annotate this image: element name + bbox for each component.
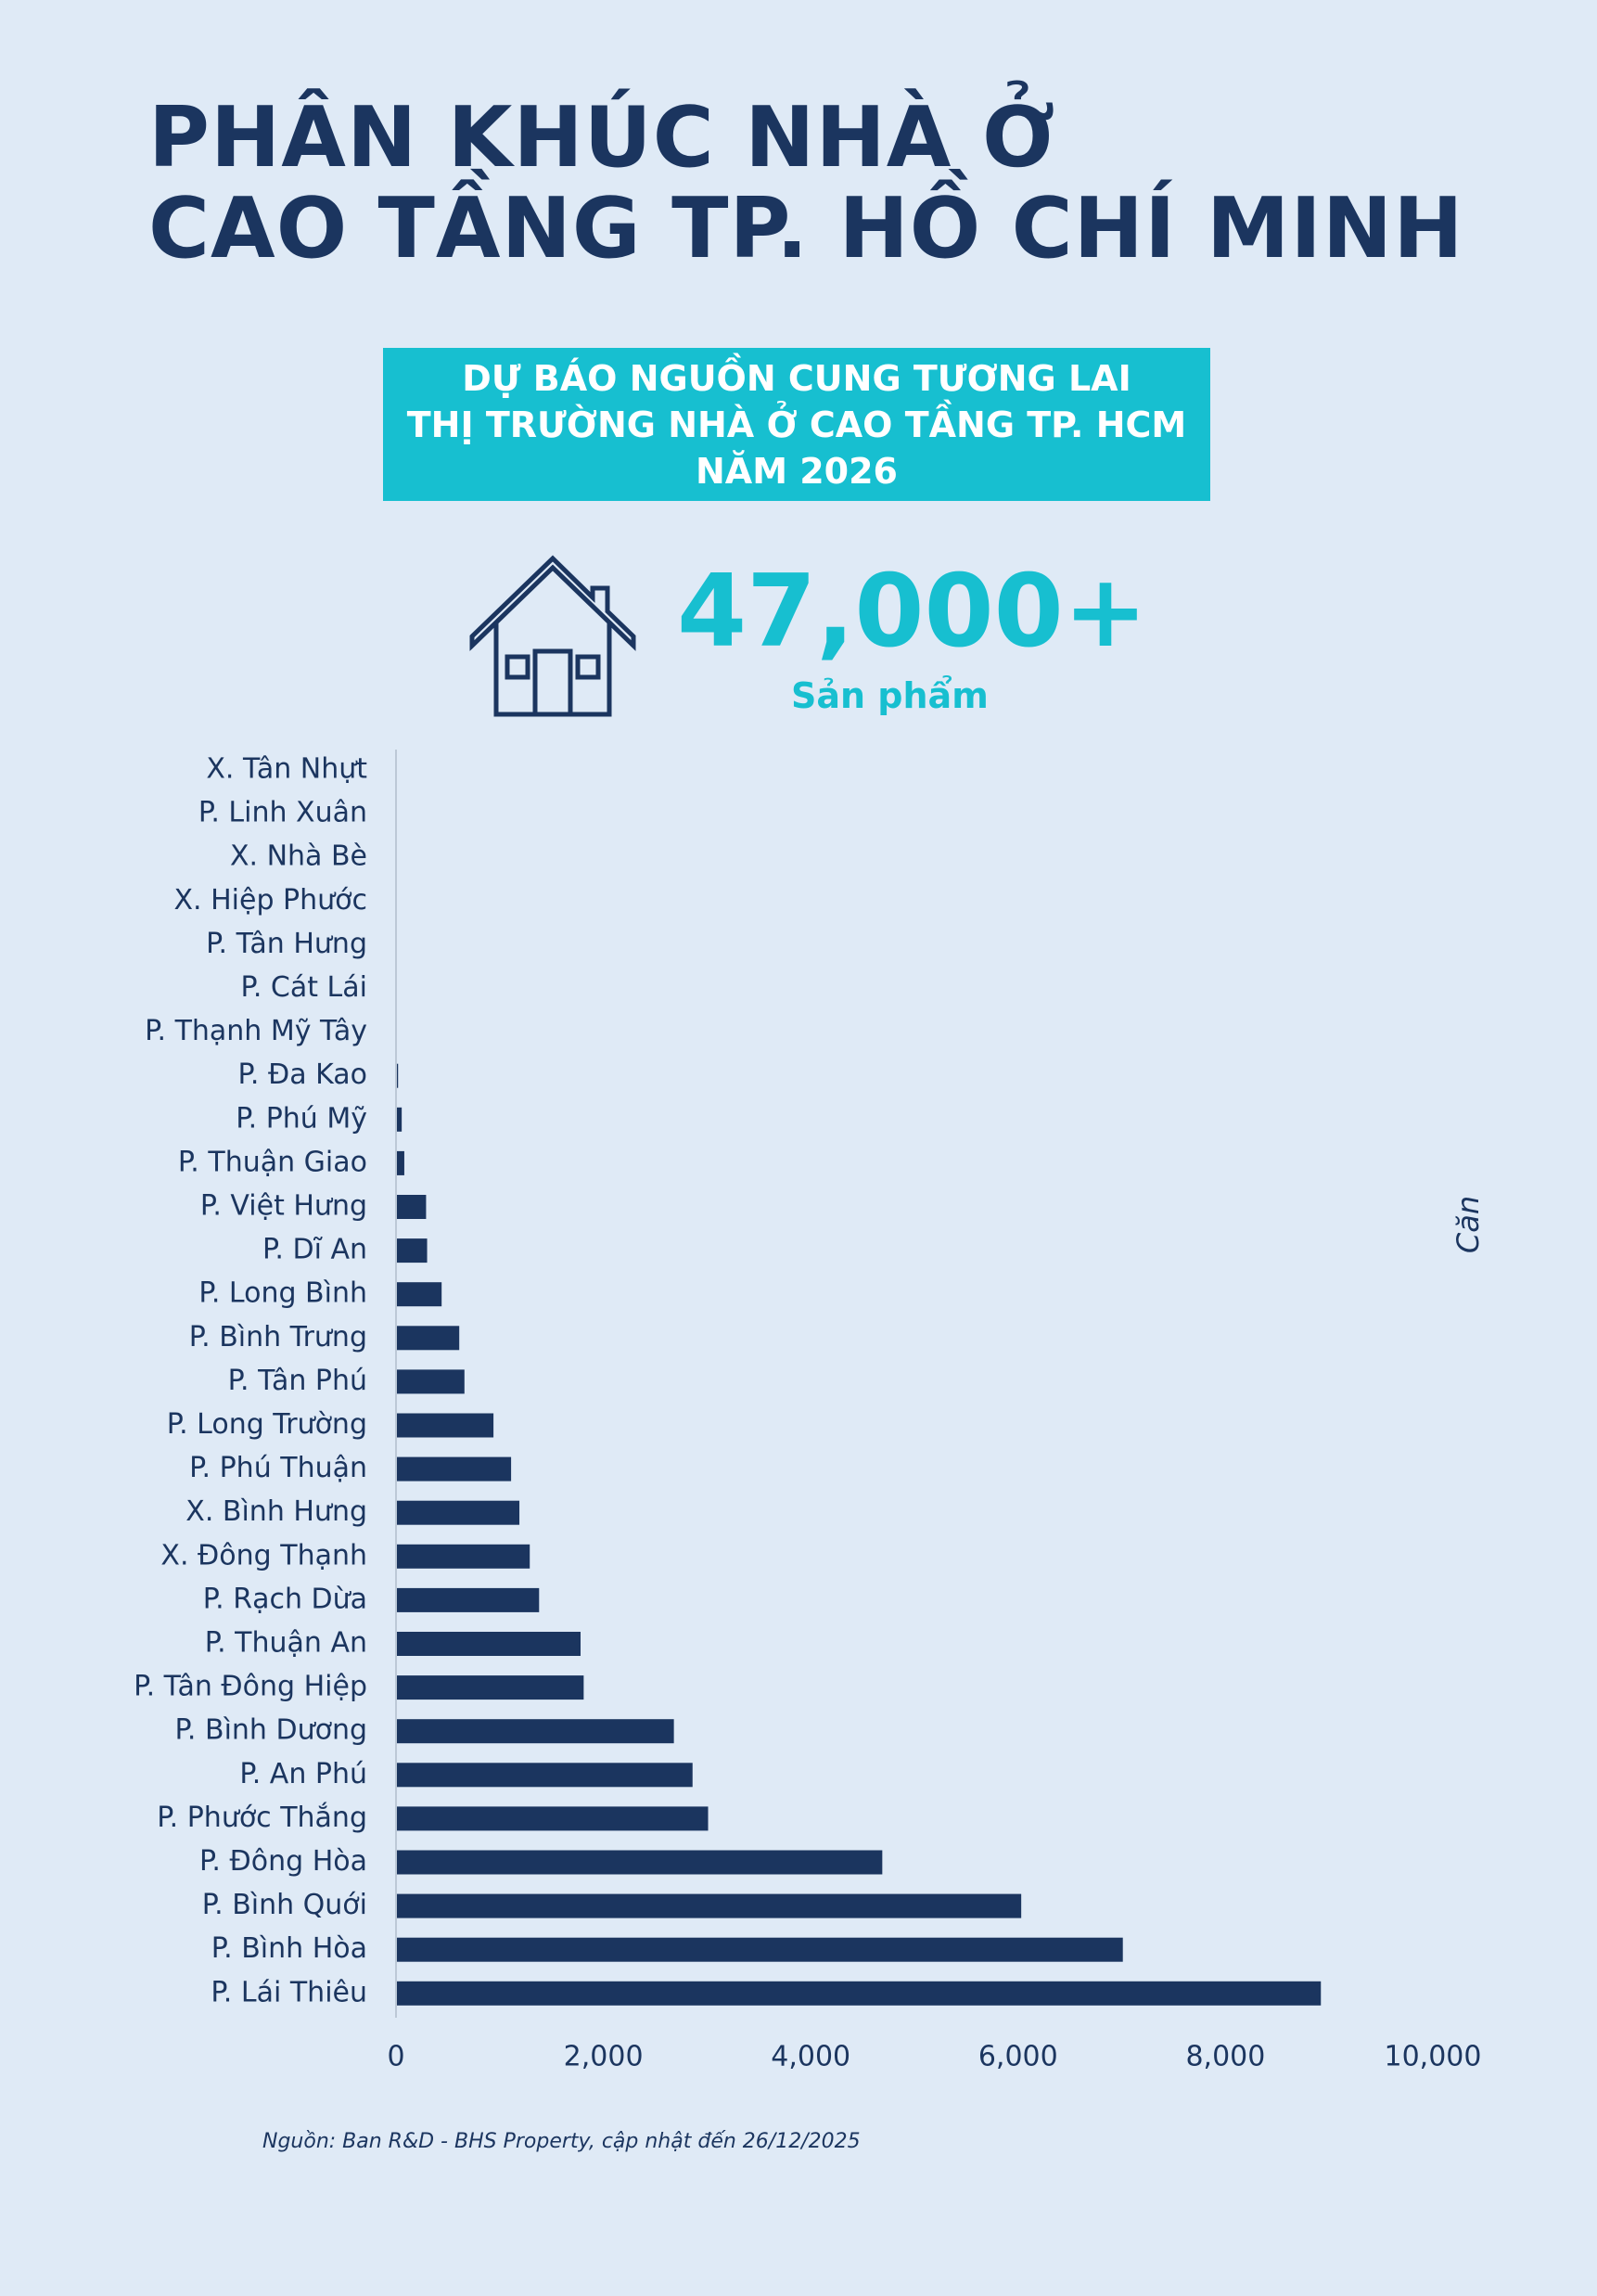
unit-axis-label: Căn (1450, 1196, 1486, 1253)
category-label: P. Bình Trưng (189, 1321, 367, 1353)
bar (396, 1413, 494, 1438)
x-tick-label: 10,000 (1385, 2041, 1482, 2073)
category-label: X. Tân Nhựt (206, 753, 367, 786)
bar (396, 1632, 581, 1656)
category-label: P. Đông Hòa (199, 1845, 367, 1878)
bar (396, 1719, 674, 1744)
category-label: P. An Phú (239, 1758, 367, 1790)
bar (396, 1587, 540, 1612)
title-line-2: CAO TẦNG TP. HỒ CHÍ MINH (148, 180, 1464, 277)
category-label: X. Nhà Bè (230, 840, 367, 873)
category-label: X. Bình Hưng (185, 1495, 367, 1528)
category-label: X. Hiệp Phước (173, 884, 367, 917)
bar (396, 1981, 1322, 2006)
banner-line-3: NĂM 2026 (695, 450, 899, 492)
bar (396, 1763, 693, 1788)
source-note: Nguồn: Ban R&D - BHS Property, cập nhật … (262, 2130, 861, 2153)
bar (396, 1675, 584, 1700)
page-title: PHÂN KHÚC NHÀ Ở CAO TẦNG TP. HỒ CHÍ MINH (148, 93, 1464, 275)
category-label: P. Tân Đông Hiệp (134, 1671, 367, 1703)
category-label: P. Bình Hòa (211, 1932, 367, 1965)
title-line-1: PHÂN KHÚC NHÀ Ở (148, 89, 1056, 186)
bars-group (396, 1063, 1322, 2006)
category-label: P. Việt Hưng (200, 1190, 367, 1223)
supply-total-label: Sản phẩm (791, 675, 989, 716)
supply-total-value: 47,000+ (677, 554, 1148, 670)
x-tick-label: 2,000 (564, 2041, 644, 2073)
bar (396, 1107, 402, 1132)
x-tick-labels-group: 0 2,000 4,000 6,000 8,000 10,000 (387, 2041, 1481, 2073)
x-tick-label: 4,000 (771, 2041, 850, 2073)
category-label: P. Thuận An (205, 1627, 367, 1660)
bar (396, 1937, 1123, 1962)
category-label: P. Lái Thiêu (211, 1976, 367, 2008)
bar (396, 1806, 709, 1831)
category-label: X. Đông Thạnh (160, 1539, 367, 1571)
category-label: P. Long Bình (198, 1277, 367, 1310)
bar (396, 1238, 428, 1263)
banner-line-1: DỰ BÁO NGUỒN CUNG TƯƠNG LAI (462, 357, 1131, 399)
bar (396, 1282, 442, 1307)
category-label: P. Thạnh Mỹ Tây (145, 1015, 367, 1047)
bar (396, 1456, 512, 1481)
category-label: P. Bình Dương (175, 1714, 368, 1747)
category-label: P. Bình Quới (202, 1889, 367, 1921)
x-tick-label: 8,000 (1185, 2041, 1265, 2073)
bar (396, 1850, 883, 1875)
category-label: P. Thuận Giao (178, 1146, 367, 1178)
banner-line-2: THỊ TRƯỜNG NHÀ Ở CAO TẦNG TP. HCM (406, 404, 1187, 445)
category-labels-group: X. Tân Nhựt P. Linh Xuân X. Nhà Bè X. Hiệp … (134, 753, 367, 2009)
bar (396, 1893, 1022, 1918)
category-label: P. Dĩ An (262, 1234, 367, 1266)
bar (396, 1195, 427, 1219)
category-label: P. Phú Mỹ (236, 1102, 367, 1135)
category-label: P. Tân Hưng (206, 928, 367, 960)
forecast-banner: DỰ BÁO NGUỒN CUNG TƯƠNG LAI THỊ TRƯỜNG N… (383, 348, 1210, 501)
category-label: P. Long Trường (167, 1408, 367, 1441)
category-label: P. Linh Xuân (198, 797, 367, 829)
bar (396, 1150, 404, 1175)
category-label: P. Phước Thắng (157, 1802, 367, 1834)
x-tick-label: 0 (387, 2041, 404, 2073)
category-label: P. Đa Kao (237, 1058, 367, 1091)
x-tick-label: 6,000 (978, 2041, 1058, 2073)
bar (396, 1326, 460, 1351)
bar (396, 1500, 520, 1525)
supply-bar-chart: X. Tân Nhựt P. Linh Xuân X. Nhà Bè X. Hiệp … (134, 750, 1486, 2073)
category-label: P. Rạch Dừa (203, 1583, 367, 1615)
category-label: P. Cát Lái (240, 971, 367, 1004)
bar (396, 1544, 530, 1569)
bar (396, 1369, 465, 1394)
category-label: P. Phú Thuận (189, 1452, 367, 1484)
category-label: P. Tân Phú (228, 1365, 367, 1397)
bar (396, 1063, 399, 1088)
house-icon (469, 555, 636, 717)
